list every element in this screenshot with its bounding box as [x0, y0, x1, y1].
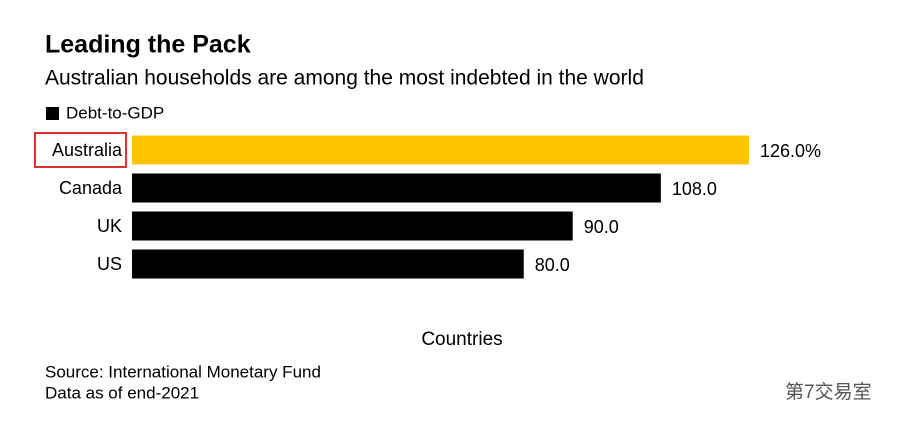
bar	[132, 249, 524, 279]
watermark: 第7交易室	[785, 381, 872, 403]
bar	[132, 135, 749, 165]
chart-title: Leading the Pack	[45, 31, 251, 59]
y-tick-label: Australia	[52, 140, 123, 160]
value-label: 90.0	[584, 217, 619, 237]
data-note: Data as of end-2021	[45, 383, 199, 402]
value-label: 108.0	[672, 179, 717, 199]
value-label: 126.0%	[760, 141, 821, 161]
chart-subtitle: Australian households are among the most…	[45, 67, 644, 90]
y-tick-label: Canada	[59, 178, 123, 198]
value-label: 80.0	[535, 255, 570, 275]
y-tick-label: UK	[97, 216, 122, 236]
source-note: Source: International Monetary Fund	[45, 362, 321, 381]
bar	[132, 173, 661, 203]
x-axis-label: Countries	[421, 329, 502, 350]
bar	[132, 211, 573, 241]
legend-swatch	[46, 107, 59, 120]
legend-label: Debt-to-GDP	[66, 103, 164, 122]
highlight-box	[34, 132, 127, 168]
y-tick-label: US	[97, 254, 122, 274]
